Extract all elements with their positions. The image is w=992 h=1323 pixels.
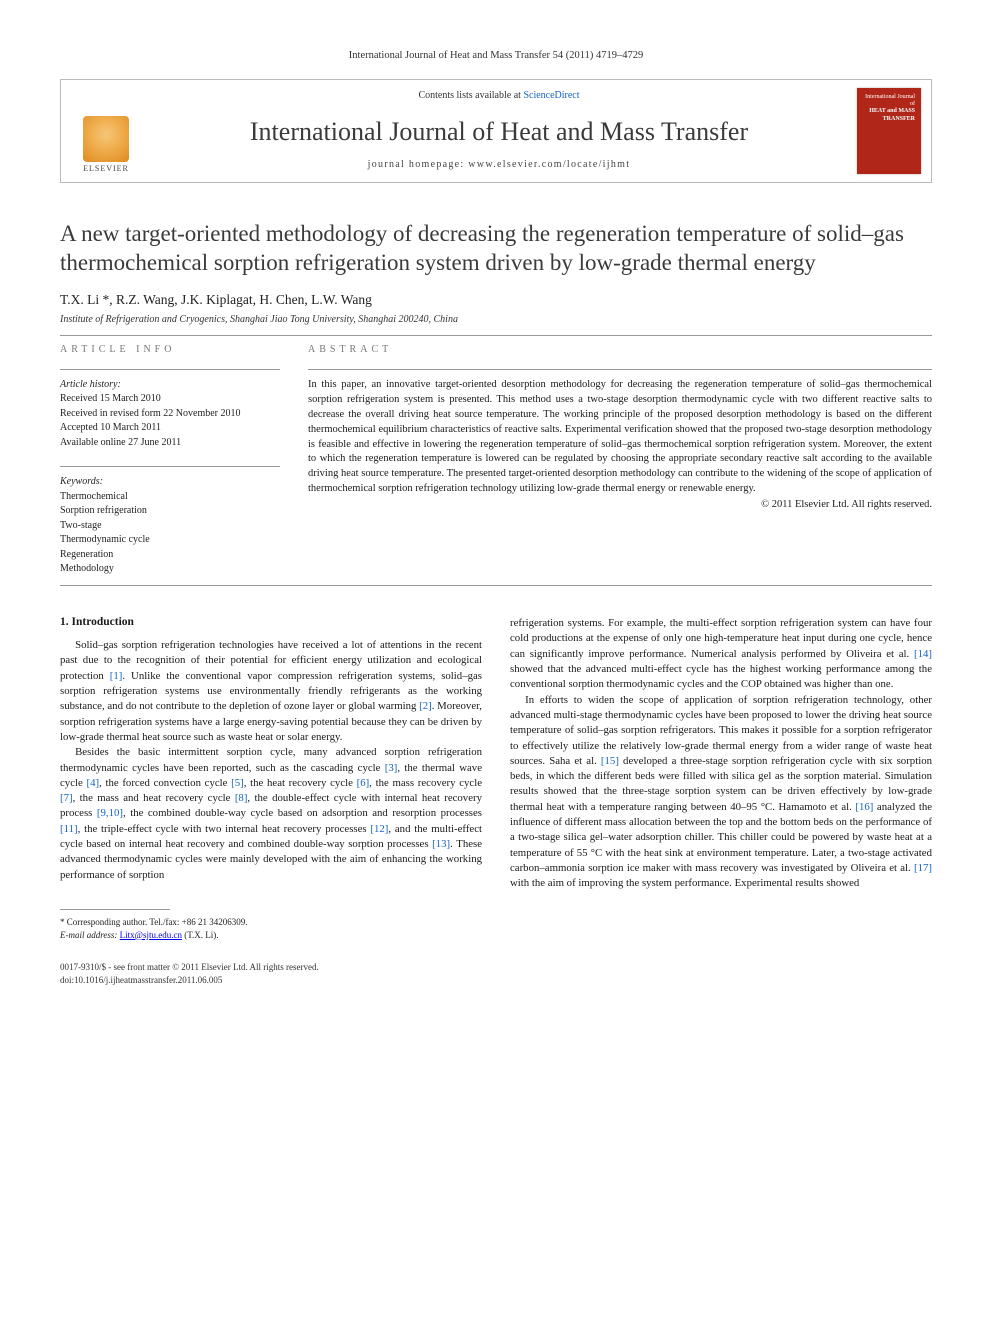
text: , the mass recovery cycle <box>369 777 482 789</box>
text: with the aim of improving the system per… <box>510 877 859 889</box>
citation-link[interactable]: [15] <box>601 755 619 767</box>
body-columns: 1. Introduction Solid–gas sorption refri… <box>60 616 932 941</box>
keyword: Regeneration <box>60 549 113 560</box>
homepage-url[interactable]: www.elsevier.com/locate/ijhmt <box>468 159 630 170</box>
elsevier-logo: ELSEVIER <box>76 114 136 174</box>
journal-header: ELSEVIER Contents lists available at Sci… <box>60 79 932 183</box>
paragraph: refrigeration systems. For example, the … <box>510 616 932 693</box>
paragraph: Solid–gas sorption refrigeration technol… <box>60 638 482 745</box>
history-online: Available online 27 June 2011 <box>60 437 181 448</box>
citation-link[interactable]: [11] <box>60 823 78 835</box>
affiliation: Institute of Refrigeration and Cryogenic… <box>60 314 932 325</box>
abstract-copyright: © 2011 Elsevier Ltd. All rights reserved… <box>308 499 932 510</box>
text: refrigeration systems. For example, the … <box>510 617 932 660</box>
paragraph: Besides the basic intermittent sorption … <box>60 745 482 883</box>
citation-link[interactable]: [9,10] <box>97 807 123 819</box>
keywords-block: Keywords: Thermochemical Sorption refrig… <box>60 475 280 577</box>
email-label: E-mail address: <box>60 930 117 940</box>
rule-bottom <box>60 585 932 586</box>
citation-link[interactable]: [2] <box>419 700 432 712</box>
article-info-col: ARTICLE INFO Article history: Received 1… <box>60 344 280 577</box>
keyword: Thermodynamic cycle <box>60 534 150 545</box>
cover-cell: International Journal of HEAT and MASS T… <box>847 80 931 182</box>
text: , the forced convection cycle <box>99 777 231 789</box>
citation-link[interactable]: [12] <box>370 823 388 835</box>
abstract-col: ABSTRACT In this paper, an innovative ta… <box>308 344 932 577</box>
homepage-prefix: journal homepage: <box>368 159 469 170</box>
text: , the triple-effect cycle with two inter… <box>78 823 371 835</box>
corr-author: * Corresponding author. Tel./fax: +86 21… <box>60 916 482 929</box>
journal-title: International Journal of Heat and Mass T… <box>159 117 839 147</box>
citation-link[interactable]: [3] <box>385 762 398 774</box>
abstract-text: In this paper, an innovative target-orie… <box>308 378 932 497</box>
cover-line-2: HEAT and MASS <box>869 108 915 115</box>
footnote-separator <box>60 909 170 910</box>
journal-cover-thumb: International Journal of HEAT and MASS T… <box>857 88 921 174</box>
text: showed that the advanced multi-effect cy… <box>510 663 932 690</box>
homepage-line: journal homepage: www.elsevier.com/locat… <box>159 159 839 170</box>
citation-link[interactable]: [1] <box>110 670 123 682</box>
sciencedirect-link[interactable]: ScienceDirect <box>523 90 579 101</box>
citation-link[interactable]: [14] <box>914 648 932 660</box>
author-list: T.X. Li *, R.Z. Wang, J.K. Kiplagat, H. … <box>60 292 932 308</box>
keyword: Two-stage <box>60 520 102 531</box>
info-rule <box>60 369 280 370</box>
column-right: refrigeration systems. For example, the … <box>510 616 932 941</box>
keyword: Thermochemical <box>60 491 128 502</box>
contents-line: Contents lists available at ScienceDirec… <box>159 90 839 101</box>
paragraph: In efforts to widen the scope of applica… <box>510 693 932 892</box>
citation-link[interactable]: [16] <box>855 801 873 813</box>
header-center: Contents lists available at ScienceDirec… <box>151 80 847 182</box>
history-label: Article history: <box>60 379 121 390</box>
issn-line: 0017-9310/$ - see front matter © 2011 El… <box>60 961 932 974</box>
email-link[interactable]: Litx@sjtu.edu.cn <box>120 930 182 940</box>
rule-top <box>60 335 932 336</box>
cover-line-3: TRANSFER <box>883 116 915 123</box>
citation-link[interactable]: [7] <box>60 792 73 804</box>
email-who: (T.X. Li). <box>182 930 219 940</box>
publisher-logo-cell: ELSEVIER <box>61 80 151 182</box>
article-history: Article history: Received 15 March 2010 … <box>60 378 280 451</box>
history-accepted: Accepted 10 March 2011 <box>60 422 161 433</box>
keyword: Methodology <box>60 563 114 574</box>
citation-link[interactable]: [4] <box>86 777 99 789</box>
corresponding-footnote: * Corresponding author. Tel./fax: +86 21… <box>60 916 482 941</box>
publisher-label: ELSEVIER <box>83 164 129 173</box>
front-matter-footer: 0017-9310/$ - see front matter © 2011 El… <box>60 961 932 986</box>
info-abstract-row: ARTICLE INFO Article history: Received 1… <box>60 344 932 577</box>
running-head: International Journal of Heat and Mass T… <box>60 50 932 61</box>
history-revised: Received in revised form 22 November 201… <box>60 408 241 419</box>
text: , the combined double-way cycle based on… <box>123 807 482 819</box>
text: , the mass and heat recovery cycle <box>73 792 235 804</box>
citation-link[interactable]: [17] <box>914 862 932 874</box>
elsevier-tree-icon <box>83 116 129 162</box>
citation-link[interactable]: [5] <box>231 777 244 789</box>
column-left: 1. Introduction Solid–gas sorption refri… <box>60 616 482 941</box>
section-heading: 1. Introduction <box>60 616 482 628</box>
contents-prefix: Contents lists available at <box>418 90 523 101</box>
keywords-label: Keywords: <box>60 476 103 487</box>
history-received: Received 15 March 2010 <box>60 393 161 404</box>
cover-line-1: International Journal of <box>863 94 915 108</box>
citation-link[interactable]: [6] <box>357 777 370 789</box>
abstract-rule <box>308 369 932 370</box>
kw-rule <box>60 466 280 467</box>
citation-link[interactable]: [8] <box>235 792 248 804</box>
article-info-label: ARTICLE INFO <box>60 344 280 355</box>
abstract-label: ABSTRACT <box>308 344 932 355</box>
citation-link[interactable]: [13] <box>432 838 450 850</box>
doi-line: doi:10.1016/j.ijheatmasstransfer.2011.06… <box>60 974 932 987</box>
text: , the heat recovery cycle <box>244 777 357 789</box>
article-title: A new target-oriented methodology of dec… <box>60 219 932 278</box>
keyword: Sorption refrigeration <box>60 505 147 516</box>
